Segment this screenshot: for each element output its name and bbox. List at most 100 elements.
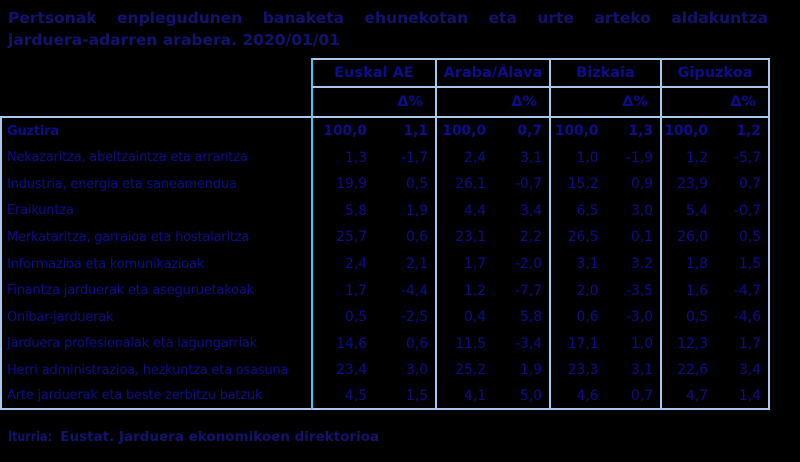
data-cell: 100,0 1,1 [311, 118, 435, 145]
value-delta: 0,5 [739, 229, 761, 246]
value-delta: 3,2 [631, 256, 653, 272]
value-percent: 5,4 [686, 202, 708, 219]
value-percent: 0,5 [686, 309, 708, 326]
value-delta: 0,7 [631, 387, 653, 404]
value-delta: -5,7 [734, 149, 761, 166]
value-percent: 100,0 [664, 123, 708, 140]
data-cell: 4,5 1,5 [311, 383, 435, 411]
value-delta: 0,6 [406, 229, 428, 246]
data-cell: 17,1 1,0 [549, 330, 660, 357]
value-delta: 3,4 [739, 362, 761, 379]
value-delta: 0,7 [517, 123, 542, 140]
source-prefix: Iturria: [8, 429, 52, 445]
value-percent: 100,0 [442, 123, 486, 140]
value-percent: 4,7 [686, 387, 708, 404]
page-title: Pertsonak enplegudunen banaketa ehunekot… [8, 7, 768, 51]
value-percent: 15,2 [567, 176, 599, 193]
data-cell: 1,3 -1,7 [311, 144, 435, 172]
value-delta: 1,9 [520, 362, 542, 379]
value-percent: 1,2 [464, 282, 486, 299]
value-percent: 23,1 [455, 229, 486, 246]
value-percent: 26,1 [455, 176, 486, 193]
data-cell: 4,4 3,4 [435, 197, 549, 225]
value-percent: 6,5 [576, 202, 599, 219]
data-cell: 23,3 3,1 [549, 356, 660, 384]
row-label: Arte jarduerak eta beste zerbitzu batzuk [0, 383, 311, 411]
delta-header-bizkaia: Δ% [549, 88, 660, 118]
value-delta: -0,7 [515, 176, 542, 193]
data-cell: 0,5 -2,5 [311, 303, 435, 331]
row-label: Finantza jarduerak eta aseguruetakoak [0, 277, 311, 304]
value-delta: 2,2 [520, 229, 542, 246]
data-cell: 4,7 1,4 [660, 383, 770, 411]
value-percent: 0,6 [576, 309, 599, 326]
value-percent: 2,4 [345, 256, 367, 272]
column-header-euskal-ae: Euskal AE [311, 58, 435, 88]
value-percent: 0,5 [345, 309, 367, 326]
row-label: Informazioa eta komunikazioak [0, 250, 311, 278]
row-label: Merkataritza, garraioa eta hostalaritza [0, 224, 311, 251]
data-cell: 23,1 2,2 [435, 224, 549, 251]
value-percent: 4,1 [464, 387, 486, 404]
value-delta: 3,4 [520, 202, 542, 219]
value-delta: -2,5 [401, 309, 428, 326]
value-delta: 1,4 [739, 387, 761, 404]
data-cell: 5,8 1,9 [311, 197, 435, 225]
value-delta: 2,1 [406, 256, 428, 272]
statistics-table: Euskal AE Araba/Álava Bizkaia Gipuzkoa Δ… [0, 58, 770, 411]
data-cell: 1,2 -7,7 [435, 277, 549, 304]
data-cell: 0,6 -3,0 [549, 303, 660, 331]
data-cell: 26,0 0,5 [660, 224, 770, 251]
row-label: Guztira [0, 118, 311, 145]
data-cell: 11,5 -3,4 [435, 330, 549, 357]
value-percent: 23,4 [336, 362, 367, 379]
data-cell: 100,0 1,3 [549, 118, 660, 145]
data-cell: 4,1 5,0 [435, 383, 549, 411]
data-cell: 0,5 -4,6 [660, 303, 770, 331]
row-label: Jarduera profesionalak eta lagungarriak [0, 330, 311, 357]
data-cell: 23,4 3,0 [311, 356, 435, 384]
value-delta: 1,1 [403, 123, 428, 140]
value-delta: 1,2 [736, 123, 761, 140]
delta-header-araba-alava: Δ% [435, 88, 549, 118]
title-line-2: jarduera-adarren arabera. 2020/01/01 [8, 31, 341, 49]
value-percent: 26,0 [677, 229, 708, 246]
column-header-bizkaia: Bizkaia [549, 58, 660, 88]
data-cell: 1,7 -2,0 [435, 250, 549, 278]
data-cell: 26,5 0,1 [549, 224, 660, 251]
row-label: Herri administrazioa, hezkuntza eta osas… [0, 356, 311, 384]
column-header-gipuzkoa: Gipuzkoa [660, 58, 770, 88]
data-cell: 4,6 0,7 [549, 383, 660, 411]
value-percent: 23,3 [567, 362, 599, 379]
value-delta: -3,4 [515, 335, 542, 352]
value-delta: 1,5 [739, 256, 761, 272]
data-cell: 23,9 0,7 [660, 171, 770, 198]
value-percent: 26,5 [567, 229, 599, 246]
value-delta: -1,7 [401, 149, 428, 166]
value-delta: 3,0 [631, 202, 653, 219]
value-delta: 1,3 [628, 123, 653, 140]
title-line-1: Pertsonak enplegudunen banaketa ehunekot… [8, 9, 768, 27]
value-percent: 17,1 [567, 335, 599, 352]
value-percent: 12,3 [677, 335, 708, 352]
value-percent: 1,6 [686, 282, 708, 299]
value-delta: -0,7 [734, 202, 761, 219]
value-percent: 22,6 [677, 362, 708, 379]
value-delta: 0,1 [631, 229, 653, 246]
data-cell: 0,4 5,8 [435, 303, 549, 331]
data-cell: 1,8 1,5 [660, 250, 770, 278]
data-cell: 3,1 3,2 [549, 250, 660, 278]
value-delta: -4,6 [734, 309, 761, 326]
data-cell: 100,0 0,7 [435, 118, 549, 145]
value-percent: 2,0 [576, 282, 599, 299]
value-percent: 1,7 [345, 282, 367, 299]
value-delta: 0,7 [739, 176, 761, 193]
row-label: Nekazaritza, abeltzaintza eta arrantza [0, 144, 311, 172]
value-delta: 3,1 [520, 149, 542, 166]
value-percent: 2,4 [464, 149, 486, 166]
data-cell: 14,6 0,6 [311, 330, 435, 357]
data-cell: 1,7 -4,4 [311, 277, 435, 304]
value-delta: 3,0 [406, 362, 428, 379]
data-cell: 2,0 -3,5 [549, 277, 660, 304]
